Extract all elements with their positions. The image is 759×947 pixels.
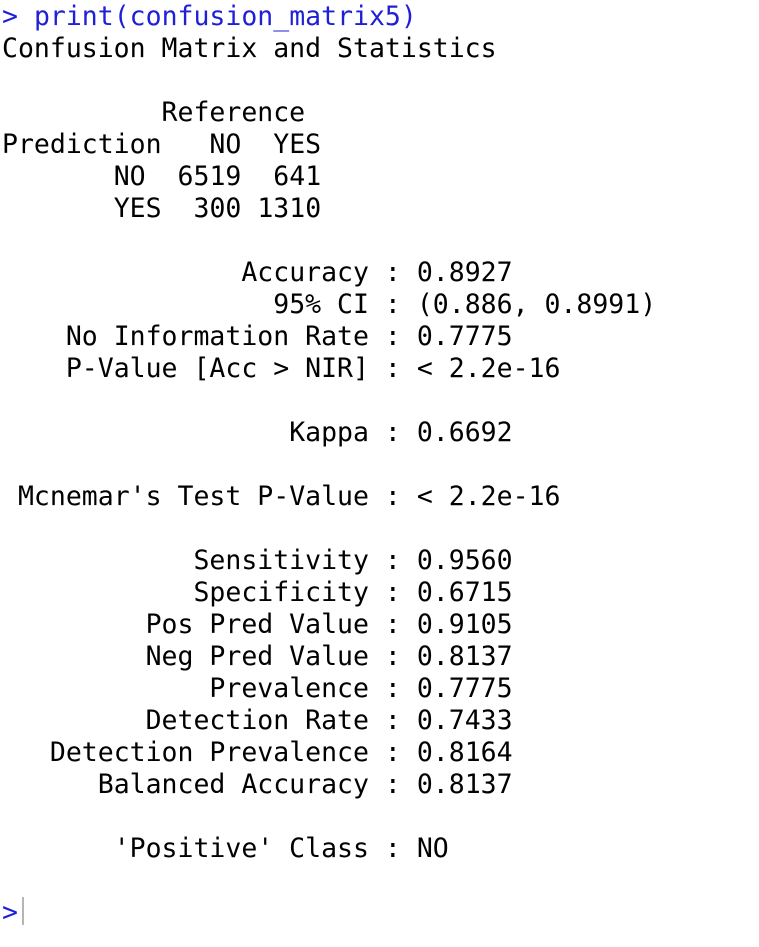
blank-line xyxy=(2,65,757,97)
stat-label: 95% CI xyxy=(273,289,369,320)
matrix-cell: 6519 xyxy=(177,161,242,192)
stat-line: 95% CI : (0.886, 0.8991) xyxy=(273,289,657,320)
stat-label: Neg Pred Value xyxy=(145,641,369,672)
command-line: > print(confusion_matrix5) xyxy=(2,1,757,33)
stat-label: Detection Prevalence xyxy=(49,737,369,768)
stat-value: 0.8164 xyxy=(416,737,513,768)
matrix-row-label: NO xyxy=(113,161,146,192)
stat-label: Specificity xyxy=(193,577,369,608)
matrix-row-label: YES xyxy=(113,193,162,224)
stat-line: No Information Rate : 0.7775 xyxy=(65,321,513,352)
matrix-cell: 1310 xyxy=(257,193,322,224)
stat-label: Sensitivity xyxy=(193,545,369,576)
stat-value: NO xyxy=(416,833,449,864)
stat-line: Detection Rate : 0.7433 xyxy=(145,705,513,736)
stat-value: (0.886, 0.8991) xyxy=(416,289,657,320)
blank-line xyxy=(2,449,757,481)
stat-value: 0.6692 xyxy=(416,417,513,448)
text-cursor xyxy=(21,897,24,925)
stat-line: Detection Prevalence : 0.8164 xyxy=(49,737,513,768)
matrix-row: YES 300 1310 xyxy=(2,193,757,225)
stat-line: Kappa : 0.6692 xyxy=(289,417,513,448)
stat-value: 0.8137 xyxy=(416,641,513,672)
stat-value: < 2.2e-16 xyxy=(416,353,561,384)
stat-label: Pos Pred Value xyxy=(145,609,369,640)
matrix-header-row: Prediction NO YES xyxy=(2,129,757,161)
stat-line: Accuracy : 0.8927 xyxy=(241,257,513,288)
stat-line: Sensitivity : 0.9560 xyxy=(193,545,513,576)
blank-line xyxy=(2,865,757,897)
stat-label: No Information Rate xyxy=(65,321,369,352)
prompt-symbol: > xyxy=(2,897,18,928)
stat-value: 0.9560 xyxy=(416,545,513,576)
matrix-col-label: NO xyxy=(209,129,242,160)
stat-value: 0.6715 xyxy=(416,577,513,608)
command-text: print(confusion_matrix5) xyxy=(33,1,417,32)
matrix-col-label: YES xyxy=(273,129,322,160)
matrix-cell: 300 xyxy=(193,193,242,224)
stat-label: Detection Rate xyxy=(145,705,369,736)
matrix-col-header: Reference xyxy=(161,97,306,128)
stat-line: Balanced Accuracy : 0.8137 xyxy=(97,769,513,800)
matrix-col-header-line: Reference xyxy=(2,97,757,129)
stat-label: Kappa xyxy=(289,417,369,448)
stat-value: 0.7775 xyxy=(416,673,513,704)
stat-value: 0.8137 xyxy=(416,769,513,800)
blank-line xyxy=(2,513,757,545)
matrix-cell: 641 xyxy=(273,161,322,192)
r-console[interactable]: > print(confusion_matrix5) Confusion Mat… xyxy=(2,1,757,929)
matrix-row-header: Prediction xyxy=(2,129,162,160)
stat-line: 'Positive' Class : NO xyxy=(113,833,449,864)
stat-label: P-Value [Acc > NIR] xyxy=(65,353,369,384)
console-input-line[interactable]: > xyxy=(2,897,757,929)
stat-line: P-Value [Acc > NIR] : < 2.2e-16 xyxy=(65,353,561,384)
stat-label: 'Positive' Class xyxy=(113,833,369,864)
stat-label: Prevalence xyxy=(209,673,369,704)
stat-value: < 2.2e-16 xyxy=(416,481,561,512)
stat-line: Mcnemar's Test P-Value : < 2.2e-16 xyxy=(17,481,561,512)
matrix-row: NO 6519 641 xyxy=(2,161,757,193)
blank-line xyxy=(2,225,757,257)
stat-line: Pos Pred Value : 0.9105 xyxy=(145,609,513,640)
stat-line: Neg Pred Value : 0.8137 xyxy=(145,641,513,672)
blank-line xyxy=(2,801,757,833)
stat-value: 0.9105 xyxy=(416,609,513,640)
blank-line xyxy=(2,385,757,417)
stat-label: Accuracy xyxy=(241,257,369,288)
stat-line: Prevalence : 0.7775 xyxy=(209,673,513,704)
stat-line: Specificity : 0.6715 xyxy=(193,577,513,608)
prompt-symbol: > xyxy=(2,1,18,32)
output-title: Confusion Matrix and Statistics xyxy=(2,33,497,64)
stat-label: Balanced Accuracy xyxy=(97,769,369,800)
stat-value: 0.7775 xyxy=(416,321,513,352)
stat-value: 0.7433 xyxy=(416,705,513,736)
stat-label: Mcnemar's Test P-Value xyxy=(17,481,369,512)
stat-value: 0.8927 xyxy=(416,257,513,288)
